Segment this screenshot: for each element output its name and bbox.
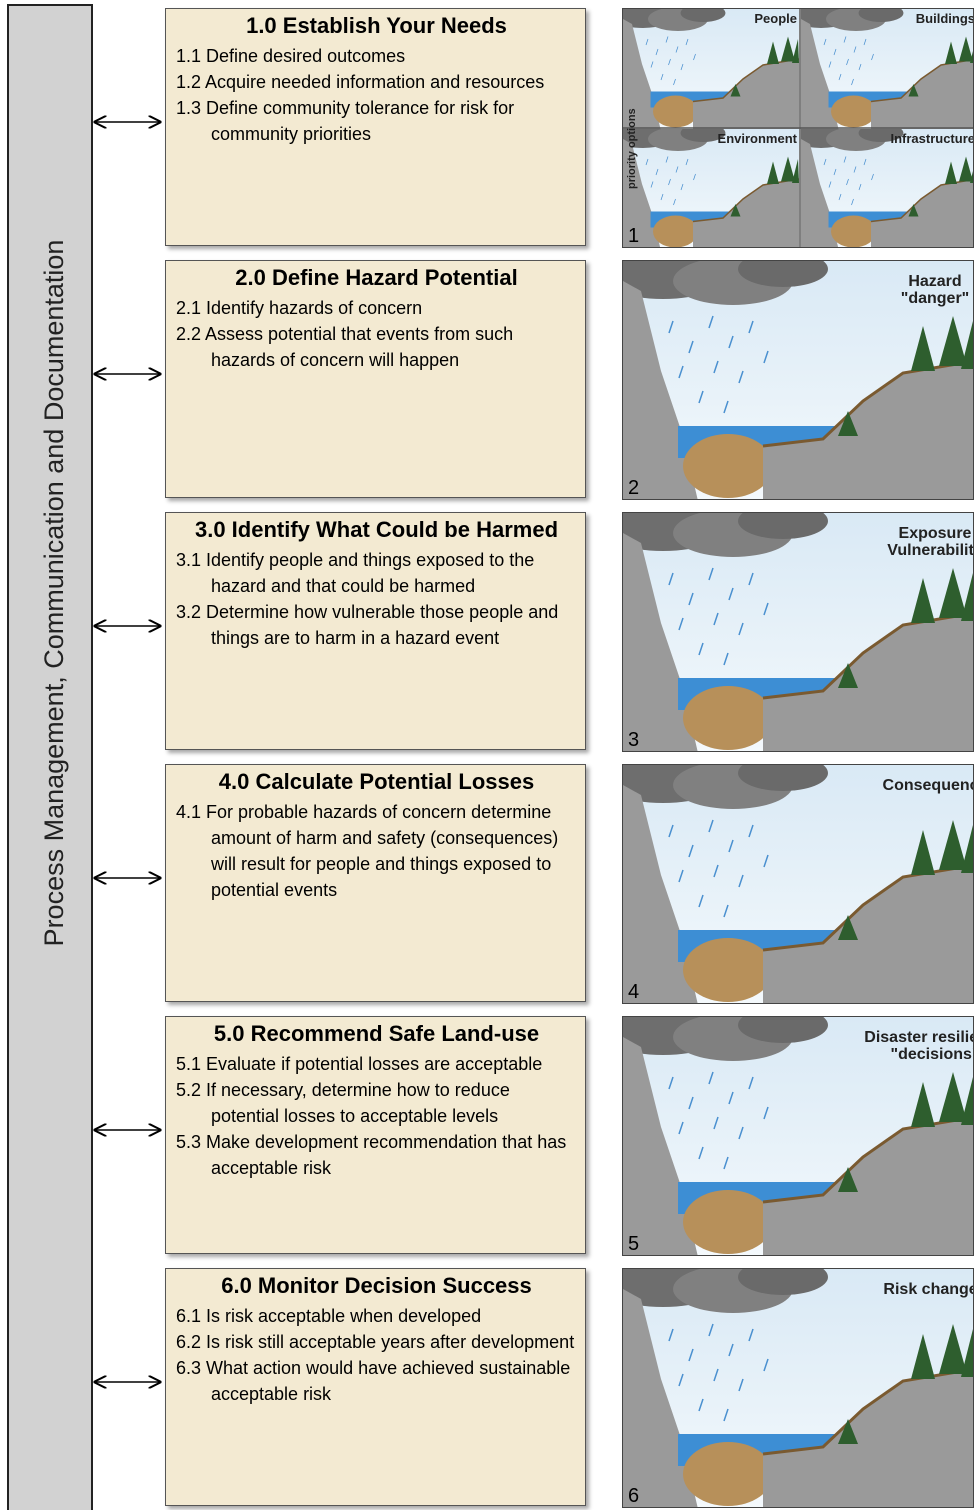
panel-number: 1 xyxy=(628,225,639,247)
step-title: 5.0 Recommend Safe Land-use xyxy=(176,1021,577,1047)
step-item: 2.1 Identify hazards of concern xyxy=(176,295,577,321)
sidebar-label: Process Management, Communication and Do… xyxy=(39,240,69,947)
panel-label: Disaster resilience xyxy=(864,1029,974,1046)
step-item: 1.1 Define desired outcomes xyxy=(176,43,577,69)
illustration: Disaster resilience"decisions" 5 xyxy=(623,1017,974,1256)
panel-number: 5 xyxy=(628,1233,639,1255)
side-label: priority options xyxy=(626,108,638,189)
illustration: Risk changes 6 xyxy=(623,1269,974,1508)
scene xyxy=(623,765,974,1004)
page: Process Management, Communication and Do… xyxy=(0,0,974,1510)
step-item: 3.1 Identify people and things exposed t… xyxy=(176,547,577,599)
panel-label: Consequence xyxy=(883,777,974,794)
panel-label: Vulnerability xyxy=(887,542,974,559)
step-box: 1.0 Establish Your Needs 1.1 Define desir… xyxy=(165,8,586,246)
panel-label: Hazard xyxy=(908,273,961,290)
step-item: 1.2 Acquire needed information and resou… xyxy=(176,69,577,95)
step-title: 2.0 Define Hazard Potential xyxy=(176,265,577,291)
illustration: Hazard"danger" 2 xyxy=(623,261,974,500)
step-item: 2.2 Assess potential that events from su… xyxy=(176,321,577,373)
panel: People Buildings Environment Infrastructure… xyxy=(622,8,974,248)
quadrant-label: Infrastructure xyxy=(890,131,974,146)
quadrant-label: Environment xyxy=(718,131,798,146)
step-title: 4.0 Calculate Potential Losses xyxy=(176,769,577,795)
panel: Disaster resilience"decisions" 5 xyxy=(622,1016,974,1256)
step-box: 4.0 Calculate Potential Losses 4.1 For pr… xyxy=(165,764,586,1002)
step-box: 6.0 Monitor Decision Success 6.1 Is risk … xyxy=(165,1268,586,1506)
step-item: 5.2 If necessary, determine how to reduc… xyxy=(176,1077,577,1129)
panel-number: 2 xyxy=(628,477,639,499)
illustration: Consequence 4 xyxy=(623,765,974,1004)
step-item: 5.3 Make development recommendation that… xyxy=(176,1129,577,1181)
step-item: 1.3 Define community tolerance for risk … xyxy=(176,95,577,147)
step-box: 5.0 Recommend Safe Land-use 5.1 Evaluate … xyxy=(165,1016,586,1254)
panel: Consequence 4 xyxy=(622,764,974,1004)
step-item: 4.1 For probable hazards of concern dete… xyxy=(176,799,577,903)
step-item: 6.1 Is risk acceptable when developed xyxy=(176,1303,577,1329)
step-box: 2.0 Define Hazard Potential 2.1 Identify … xyxy=(165,260,586,498)
scene xyxy=(623,1269,974,1508)
step-item: 5.1 Evaluate if potential losses are acc… xyxy=(176,1051,577,1077)
panel-label: Risk changes xyxy=(883,1281,974,1298)
step-title: 3.0 Identify What Could be Harmed xyxy=(176,517,577,543)
quadrant-label: People xyxy=(754,11,797,26)
panel-label: "decisions" xyxy=(891,1046,974,1063)
panel-number: 3 xyxy=(628,729,639,751)
panel-label: Exposure xyxy=(899,525,972,542)
scene xyxy=(623,9,799,129)
step-item: 6.3 What action would have achieved sust… xyxy=(176,1355,577,1407)
panel: Hazard"danger" 2 xyxy=(622,260,974,500)
panel-number: 6 xyxy=(628,1485,639,1507)
step-item: 6.2 Is risk still acceptable years after… xyxy=(176,1329,577,1355)
panel-label: "danger" xyxy=(901,290,970,307)
panel: Risk changes 6 xyxy=(622,1268,974,1508)
step-title: 6.0 Monitor Decision Success xyxy=(176,1273,577,1299)
illustration: People Buildings Environment Infrastructure… xyxy=(623,9,974,248)
panel-number: 4 xyxy=(628,981,639,1003)
step-box: 3.0 Identify What Could be Harmed 3.1 Ide… xyxy=(165,512,586,750)
scene xyxy=(786,9,974,129)
step-item: 3.2 Determine how vulnerable those peopl… xyxy=(176,599,577,651)
quadrant-label: Buildings xyxy=(916,11,974,26)
step-title: 1.0 Establish Your Needs xyxy=(176,13,577,39)
